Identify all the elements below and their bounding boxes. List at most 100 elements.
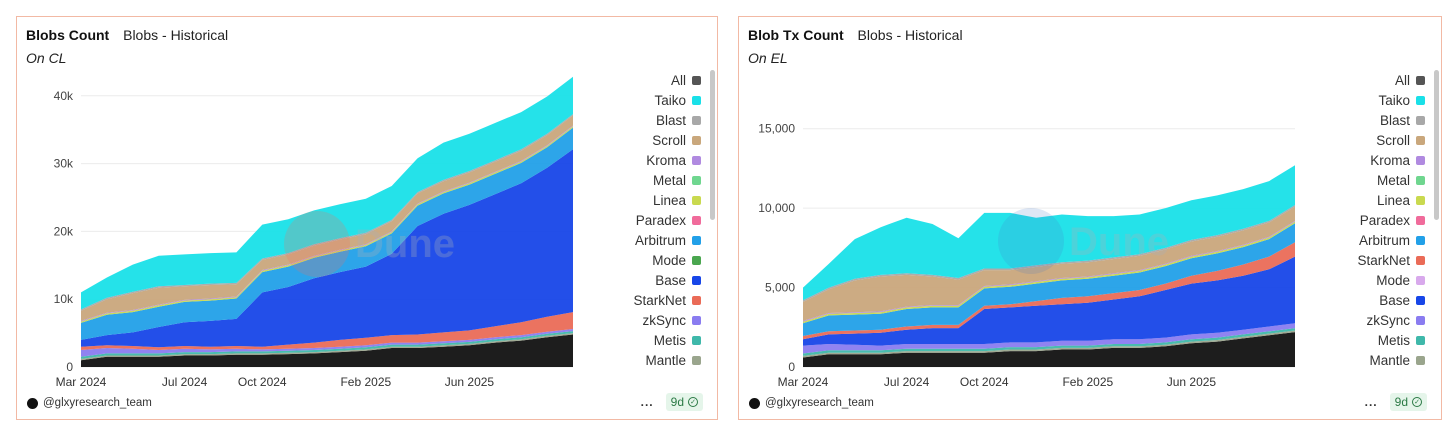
- legend-label: All: [670, 72, 686, 88]
- legend-label: All: [1394, 72, 1410, 88]
- legend-item[interactable]: Metis: [581, 330, 701, 350]
- area-series-taiko[interactable]: [81, 76, 573, 310]
- area-series-all[interactable]: [81, 334, 573, 368]
- legend-item[interactable]: All: [1305, 70, 1425, 90]
- legend: All Taiko Blast Scroll Kroma Metal Linea Parade…: [581, 70, 701, 370]
- legend-swatch: [692, 175, 701, 185]
- legend-label: Kroma: [1370, 152, 1410, 168]
- legend-label: Mode: [652, 252, 686, 268]
- legend-label: Blast: [655, 112, 686, 128]
- author-handle[interactable]: @glxyresearch_team: [43, 397, 152, 409]
- legend-label: zkSync: [642, 312, 686, 328]
- area-series-zksync[interactable]: [81, 329, 573, 357]
- y-tick-label: 5,000: [765, 281, 795, 295]
- legend-item[interactable]: Metal: [581, 170, 701, 190]
- legend-item[interactable]: Mode: [1305, 270, 1425, 290]
- legend-item[interactable]: Base: [581, 270, 701, 290]
- query-tag[interactable]: Blobs - Historical: [123, 27, 229, 43]
- legend-item[interactable]: Taiko: [581, 90, 701, 110]
- legend-label: Kroma: [646, 152, 686, 168]
- author-handle[interactable]: @glxyresearch_team: [765, 397, 874, 409]
- legend-item[interactable]: Linea: [581, 190, 701, 210]
- legend-item[interactable]: Mantle: [581, 350, 701, 370]
- blob-tx-count-chart: 0 5,000 10,000 15,000 Mar 2024 Jul 2024 Oct 20…: [758, 122, 1295, 389]
- legend-item[interactable]: All: [581, 70, 701, 90]
- area-series-metis[interactable]: [803, 328, 1295, 356]
- legend-label: zkSync: [1366, 312, 1410, 328]
- legend-item[interactable]: Mantle: [1305, 350, 1425, 370]
- x-tick-label: Jun 2025: [1167, 375, 1217, 389]
- area-series-scroll[interactable]: [803, 206, 1295, 321]
- legend-label: Metal: [1376, 172, 1410, 188]
- legend-swatch: [692, 215, 701, 225]
- area-series-scroll[interactable]: [81, 115, 573, 321]
- legend-item[interactable]: Kroma: [1305, 150, 1425, 170]
- legend-swatch: [1416, 235, 1425, 245]
- legend-swatch: [1416, 75, 1425, 85]
- legend-item[interactable]: Paradex: [1305, 210, 1425, 230]
- legend-item[interactable]: Base: [1305, 290, 1425, 310]
- legend-swatch: [692, 95, 701, 105]
- legend: All Taiko Blast Scroll Kroma Metal Linea Parade…: [1305, 70, 1425, 370]
- legend-swatch: [1416, 255, 1425, 265]
- legend-label: Blast: [1379, 112, 1410, 128]
- y-tick-label: 0: [66, 360, 73, 374]
- legend-item[interactable]: zkSync: [581, 310, 701, 330]
- legend-item[interactable]: StarkNet: [1305, 250, 1425, 270]
- area-series-base[interactable]: [803, 256, 1295, 346]
- legend-item[interactable]: Arbitrum: [1305, 230, 1425, 250]
- refresh-age-badge[interactable]: 9d ✓: [1389, 393, 1427, 411]
- legend-swatch: [1416, 195, 1425, 205]
- panel-header: Blobs Count Blobs - Historical: [26, 27, 228, 43]
- legend-item[interactable]: Scroll: [1305, 130, 1425, 150]
- legend-item[interactable]: Blast: [1305, 110, 1425, 130]
- area-series-arbitrum[interactable]: [81, 127, 573, 340]
- area-series-starknet[interactable]: [81, 312, 573, 350]
- legend-item[interactable]: Metal: [1305, 170, 1425, 190]
- legend-item[interactable]: Taiko: [1305, 90, 1425, 110]
- query-tag[interactable]: Blobs - Historical: [857, 27, 963, 43]
- legend-item[interactable]: Paradex: [581, 210, 701, 230]
- legend-item[interactable]: Metis: [1305, 330, 1425, 350]
- y-tick-label: 15,000: [758, 122, 795, 136]
- area-series-all[interactable]: [803, 332, 1295, 367]
- author-footer[interactable]: @glxyresearch_team: [749, 397, 874, 409]
- area-series-base[interactable]: [81, 149, 573, 348]
- area-series-linea[interactable]: [803, 221, 1295, 324]
- footer-actions: ... 9d ✓: [641, 393, 703, 411]
- legend-item[interactable]: Scroll: [581, 130, 701, 150]
- area-series-zksync[interactable]: [803, 323, 1295, 354]
- check-icon: ✓: [688, 397, 698, 407]
- area-series-arbitrum[interactable]: [803, 223, 1295, 336]
- legend-item[interactable]: Mode: [581, 250, 701, 270]
- legend-item[interactable]: Arbitrum: [581, 230, 701, 250]
- legend-scrollbar[interactable]: [710, 70, 715, 220]
- legend-item[interactable]: Blast: [581, 110, 701, 130]
- legend-label: Mode: [1376, 272, 1410, 288]
- legend-scrollbar[interactable]: [1434, 70, 1439, 220]
- legend-swatch: [1416, 155, 1425, 165]
- legend-item[interactable]: Linea: [1305, 190, 1425, 210]
- y-tick-label: 0: [788, 360, 795, 374]
- panel-header: Blob Tx Count Blobs - Historical: [748, 27, 963, 43]
- refresh-age-badge[interactable]: 9d ✓: [665, 393, 703, 411]
- dune-watermark: Dune: [284, 211, 455, 277]
- legend-swatch: [1416, 335, 1425, 345]
- more-menu-icon[interactable]: ...: [640, 395, 654, 409]
- legend-swatch: [1416, 175, 1425, 185]
- more-menu-icon[interactable]: ...: [1364, 395, 1378, 409]
- legend-label: Linea: [1376, 192, 1410, 208]
- legend-label: StarkNet: [1357, 252, 1410, 268]
- area-series-taiko[interactable]: [803, 165, 1295, 301]
- legend-label: Arbitrum: [1358, 232, 1410, 248]
- legend-swatch: [692, 195, 701, 205]
- legend-item[interactable]: StarkNet: [581, 290, 701, 310]
- legend-label: Taiko: [654, 92, 686, 108]
- legend-item[interactable]: zkSync: [1305, 310, 1425, 330]
- legend-item[interactable]: Kroma: [581, 150, 701, 170]
- legend-label: Base: [1379, 292, 1410, 308]
- series-group: [81, 76, 573, 368]
- y-tick-label: 40k: [54, 89, 74, 103]
- x-tick-label: Jul 2024: [884, 375, 930, 389]
- author-footer[interactable]: @glxyresearch_team: [27, 397, 152, 409]
